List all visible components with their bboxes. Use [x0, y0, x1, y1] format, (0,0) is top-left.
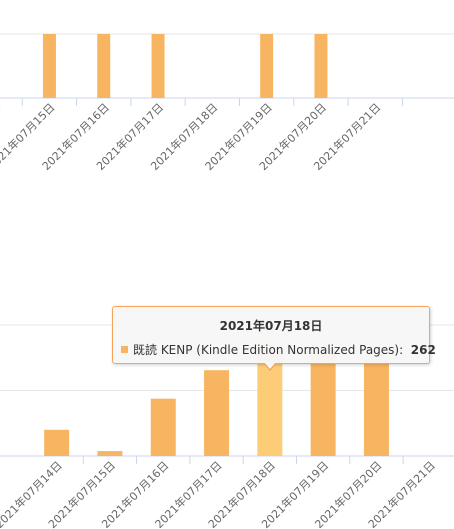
tooltip-series-name: 既読 KENP (Kindle Edition Normalized Pages… — [133, 343, 400, 357]
bar[interactable] — [150, 398, 176, 456]
bar[interactable] — [314, 34, 328, 98]
chart-top: 2021年07月14日2021年07月15日2021年07月16日2021年07… — [0, 33, 454, 173]
bar[interactable] — [42, 34, 56, 98]
tooltip-separator: : — [399, 343, 411, 357]
bar[interactable] — [151, 34, 165, 98]
tooltip-row: 既読 KENP (Kindle Edition Normalized Pages… — [121, 341, 436, 358]
tooltip-value: 262 — [410, 343, 436, 357]
bar[interactable] — [44, 429, 70, 456]
bar[interactable] — [204, 370, 230, 456]
bar[interactable] — [363, 359, 389, 456]
tooltip: 2021年07月18日 既読 KENP (Kindle Edition Norm… — [112, 306, 436, 364]
bar[interactable] — [97, 451, 123, 456]
bar[interactable] — [310, 353, 336, 456]
bar[interactable] — [97, 34, 111, 98]
bar[interactable] — [260, 34, 274, 98]
tooltip-title: 2021年07月18日 — [219, 319, 323, 333]
tooltip-pointer-inner — [264, 362, 276, 369]
tooltip-series-swatch — [121, 346, 128, 353]
